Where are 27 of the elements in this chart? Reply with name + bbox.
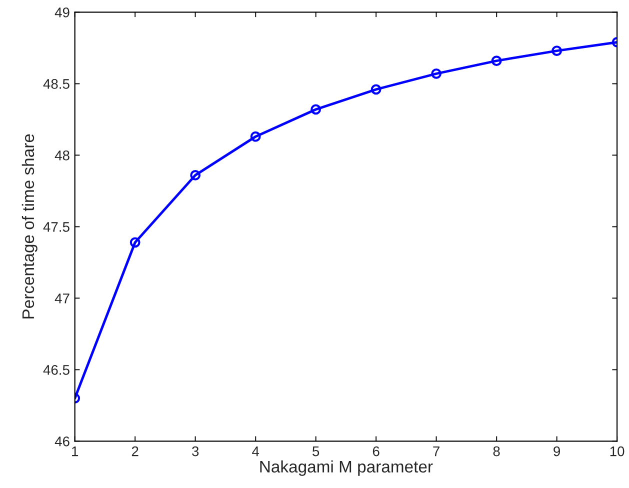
x-tick-label: 2 [132, 446, 138, 456]
point [431, 68, 442, 79]
point [552, 46, 562, 56]
y-tick-label: 46 [54, 436, 70, 446]
point [250, 131, 261, 142]
x-tick-label: 4 [252, 446, 260, 456]
point [370, 84, 382, 95]
x-tick-label: 1 [72, 446, 78, 456]
y-tick-label: 47.5 [43, 222, 70, 232]
x-tick-label: 3 [192, 446, 199, 456]
point [130, 237, 140, 248]
x-tick-label: 7 [433, 446, 440, 456]
y-tick-label: 46.5 [43, 364, 70, 375]
point [491, 56, 502, 66]
y-tick-label: 47 [54, 294, 70, 304]
x-tick-label: 5 [312, 446, 320, 456]
x-tick-label: 9 [554, 446, 560, 456]
y-axis-title: Percentage of time share [22, 134, 38, 318]
x-tick-label: 6 [372, 446, 380, 456]
y-tick-label: 49 [54, 8, 70, 18]
x-axis-title: Nakagami M parameter [260, 460, 433, 476]
x-tick-label: 10 [610, 446, 624, 456]
y-tick-label: 48.5 [43, 79, 70, 89]
x-tick-label: 8 [493, 446, 500, 456]
y-tick-label: 48 [54, 150, 70, 160]
point [190, 170, 201, 180]
point [310, 104, 322, 115]
